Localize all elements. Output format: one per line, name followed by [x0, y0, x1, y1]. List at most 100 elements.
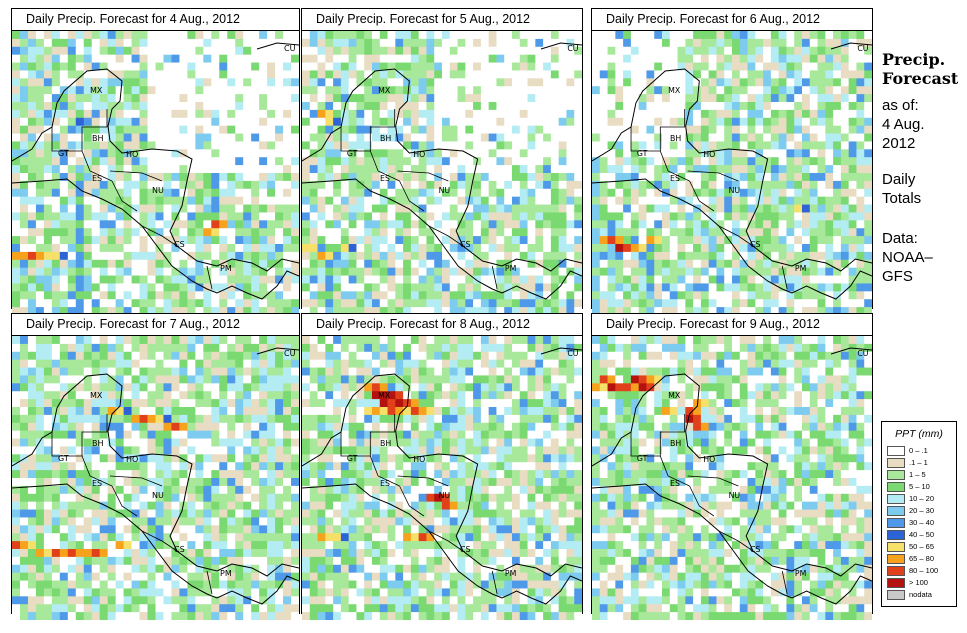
precip-cell — [426, 125, 435, 134]
precip-cell — [259, 109, 268, 119]
precip-cell — [179, 351, 188, 361]
precip-cell — [131, 485, 140, 495]
precip-cell — [825, 283, 834, 292]
precip-cell — [19, 220, 29, 229]
precip-cell — [283, 94, 292, 103]
precip-cell — [550, 109, 560, 119]
precip-cell — [211, 291, 220, 300]
precip-cell — [442, 78, 451, 87]
precip-cell — [778, 275, 787, 284]
precip-cell — [227, 336, 236, 345]
precip-cell — [739, 165, 748, 174]
precip-cell — [747, 78, 756, 87]
precip-cell — [219, 188, 228, 198]
precip-cell — [825, 62, 834, 71]
precip-cell — [778, 46, 787, 56]
precip-cell — [35, 141, 45, 150]
precip-cell — [51, 70, 61, 79]
precip-cell — [457, 173, 466, 182]
precip-cell — [833, 307, 842, 315]
precip-cell — [211, 46, 220, 56]
precip-cell — [243, 307, 252, 315]
precip-cell — [623, 70, 632, 79]
precip-cell — [465, 220, 474, 229]
precip-cell — [426, 180, 435, 190]
precip-cell — [139, 275, 148, 284]
precip-cell — [700, 149, 710, 158]
precip-cell — [75, 267, 85, 276]
precip-cell — [574, 236, 582, 245]
precip-cell — [283, 251, 292, 261]
precip-cell — [379, 117, 388, 127]
precip-cell — [348, 54, 357, 63]
precip-cell — [187, 70, 196, 79]
precip-cell — [856, 196, 865, 205]
precip-cell — [599, 70, 608, 79]
precip-cell — [267, 336, 276, 345]
precip-cell — [364, 307, 373, 315]
precip-cell — [848, 157, 857, 166]
precip-cell — [473, 275, 482, 284]
precip-cell — [426, 291, 435, 300]
precip-cell — [259, 336, 268, 345]
precip-cell — [51, 454, 61, 463]
precip-cell — [615, 117, 624, 127]
precip-cell — [700, 291, 710, 300]
precip-cell — [83, 212, 93, 221]
precip-cell — [716, 283, 725, 292]
precip-cell — [623, 244, 632, 253]
precip-cell — [615, 244, 624, 253]
precip-cell — [219, 549, 228, 558]
precip-cell — [599, 228, 608, 237]
precip-cell — [669, 157, 678, 166]
precip-cell — [115, 117, 125, 127]
precip-cell — [856, 204, 865, 213]
precip-cell — [592, 228, 601, 237]
precip-cell — [340, 78, 350, 87]
precip-cell — [512, 244, 521, 253]
precip-cell — [179, 204, 188, 213]
precip-cell — [107, 307, 117, 315]
precip-cell — [410, 244, 420, 253]
precip-cell — [155, 141, 164, 150]
precip-cell — [267, 149, 276, 158]
precip-cell — [364, 244, 373, 253]
precip-cell — [669, 180, 678, 190]
precip-cell — [724, 180, 733, 190]
precip-cell — [12, 212, 21, 221]
precip-cell — [512, 267, 521, 276]
precip-cell — [442, 157, 451, 166]
precip-cell — [864, 204, 872, 213]
precip-cell — [809, 267, 818, 276]
precip-cell — [227, 125, 236, 134]
precip-cell — [67, 86, 77, 95]
precip-cell — [123, 117, 132, 127]
precip-cell — [59, 244, 69, 253]
precip-cell — [442, 173, 451, 182]
precip-cell — [179, 283, 188, 292]
precip-cell — [155, 102, 164, 111]
precip-cell — [243, 228, 252, 237]
precip-cell — [418, 173, 427, 182]
precip-cell — [139, 94, 148, 103]
precip-cell — [283, 78, 292, 87]
precip-cell — [203, 359, 212, 368]
precip-cell — [235, 343, 244, 353]
precip-cell — [840, 180, 850, 190]
precip-cell — [147, 141, 156, 150]
country-border — [781, 265, 788, 290]
precip-cell — [333, 86, 342, 95]
precip-cell — [825, 157, 834, 166]
precip-cell — [155, 125, 164, 134]
precip-cell — [325, 165, 334, 174]
precip-cell — [163, 31, 172, 40]
precip-cell — [235, 454, 244, 463]
precip-cell — [496, 299, 505, 308]
precip-cell — [434, 102, 443, 111]
precip-cell — [708, 117, 717, 127]
precip-cell — [662, 102, 671, 111]
precip-cell — [739, 220, 748, 229]
precip-cell — [747, 46, 756, 56]
precip-cell — [83, 204, 93, 213]
precip-cell — [235, 446, 244, 455]
